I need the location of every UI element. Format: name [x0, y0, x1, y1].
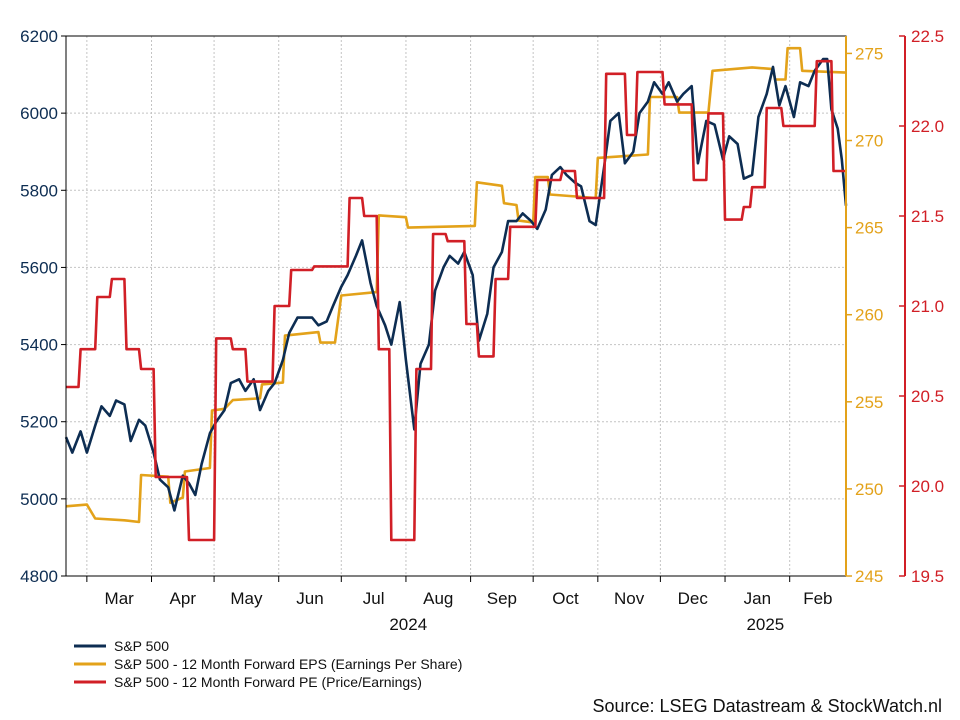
y-eps-tick-label: 275 [855, 44, 883, 63]
x-year-label: 2024 [389, 615, 427, 634]
legend-item-eps-label: S&P 500 - 12 Month Forward EPS (Earnings… [114, 656, 462, 672]
y-pe-tick-label: 22.5 [911, 27, 944, 46]
x-tick-label: Jun [296, 589, 323, 608]
eps-line [65, 46, 847, 524]
y-pe-tick-label: 19.5 [911, 567, 944, 586]
y-left-tick-label: 6000 [20, 104, 58, 123]
y-eps-tick-label: 245 [855, 567, 883, 586]
y-eps-tick-label: 270 [855, 132, 883, 151]
x-tick-label: May [230, 589, 263, 608]
x-tick-label: Apr [170, 589, 197, 608]
x-tick-label: Feb [803, 589, 832, 608]
y-eps-tick-label: 250 [855, 480, 883, 499]
x-tick-label: Jan [744, 589, 771, 608]
axis-layer: Mar Apr May Jun Jul Aug Sep Oct Nov Dec Jan Feb 2024… [20, 27, 944, 634]
source-text: Source: LSEG Datastream & StockWatch.nl [593, 696, 942, 716]
y-left-tick-label: 5600 [20, 258, 58, 277]
x-tick-label: Nov [614, 589, 645, 608]
legend-item-sp500-label: S&P 500 [114, 638, 169, 654]
sp500-line [64, 57, 848, 512]
y-pe-tick-label: 20.5 [911, 387, 944, 406]
x-tick-label: Oct [552, 589, 579, 608]
y-eps-tick-label: 255 [855, 393, 883, 412]
legend: S&P 500 S&P 500 - 12 Month Forward EPS (E… [74, 638, 462, 690]
y-pe-tick-label: 22.0 [911, 117, 944, 136]
legend-item-pe-label: S&P 500 - 12 Month Forward PE (Price/Ear… [114, 674, 422, 690]
y-left-tick-label: 5000 [20, 490, 58, 509]
y-eps-tick-label: 260 [855, 306, 883, 325]
pe-line [66, 59, 846, 542]
y-left-tick-label: 6200 [20, 27, 58, 46]
y-pe-tick-label: 20.0 [911, 477, 944, 496]
y-left-tick-label: 5200 [20, 413, 58, 432]
x-tick-label: Dec [678, 589, 709, 608]
x-tick-label: Sep [487, 589, 517, 608]
x-tick-label: Aug [423, 589, 453, 608]
y-left-tick-label: 4800 [20, 567, 58, 586]
y-left-tick-label: 5800 [20, 181, 58, 200]
x-tick-label: Jul [363, 589, 385, 608]
x-year-label: 2025 [746, 615, 784, 634]
y-left-tick-label: 5400 [20, 336, 58, 355]
y-eps-tick-label: 265 [855, 219, 883, 238]
x-tick-label: Mar [105, 589, 135, 608]
y-pe-tick-label: 21.5 [911, 207, 944, 226]
series-layer [64, 46, 848, 542]
y-pe-tick-label: 21.0 [911, 297, 944, 316]
